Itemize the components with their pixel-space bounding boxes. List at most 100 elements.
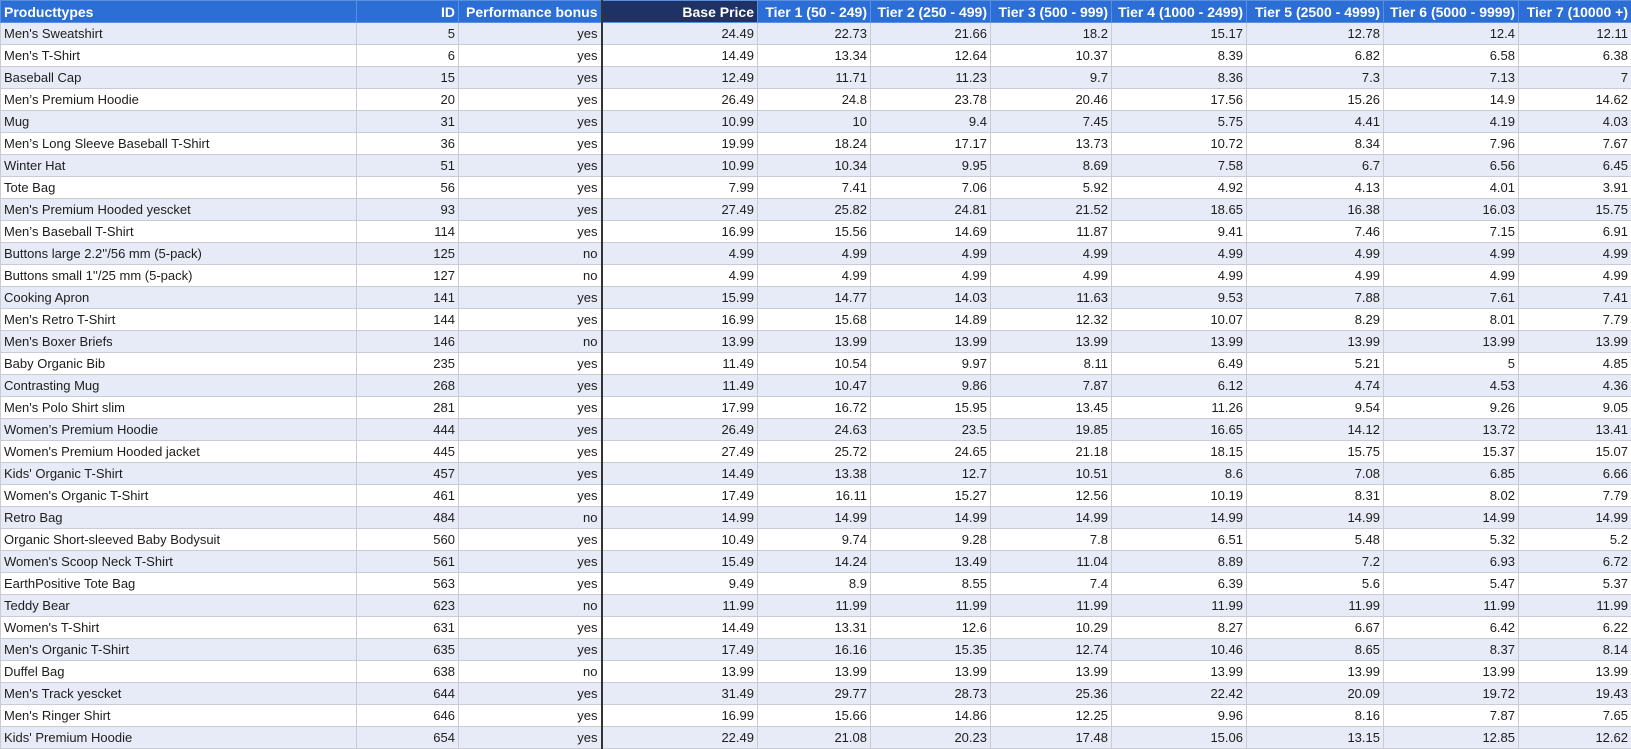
cell: yes: [459, 639, 602, 661]
cell: 16.99: [602, 309, 758, 331]
cell: 9.96: [1112, 705, 1247, 727]
cell: 17.17: [871, 133, 991, 155]
cell: 5.75: [1112, 111, 1247, 133]
cell: 9.95: [871, 155, 991, 177]
cell: 21.52: [991, 199, 1112, 221]
cell: 11.99: [1519, 595, 1631, 617]
cell: Contrasting Mug: [1, 375, 357, 397]
cell: yes: [459, 177, 602, 199]
cell: Duffel Bag: [1, 661, 357, 683]
cell: 8.89: [1112, 551, 1247, 573]
cell: 10.07: [1112, 309, 1247, 331]
cell: 12.4: [1384, 23, 1519, 45]
cell: 11.26: [1112, 397, 1247, 419]
cell: Baby Organic Bib: [1, 353, 357, 375]
cell: 7.15: [1384, 221, 1519, 243]
cell: 11.99: [758, 595, 871, 617]
cell: 9.28: [871, 529, 991, 551]
cell: 4.99: [602, 243, 758, 265]
cell: yes: [459, 551, 602, 573]
cell: 8.39: [1112, 45, 1247, 67]
cell: 8.36: [1112, 67, 1247, 89]
cell: 6.12: [1112, 375, 1247, 397]
cell: no: [459, 243, 602, 265]
cell: 125: [357, 243, 459, 265]
cell: 10.34: [758, 155, 871, 177]
cell: 457: [357, 463, 459, 485]
cell: no: [459, 265, 602, 287]
cell: 18.65: [1112, 199, 1247, 221]
cell: 15.07: [1519, 441, 1631, 463]
cell: no: [459, 331, 602, 353]
cell: 141: [357, 287, 459, 309]
cell: Men's Retro T-Shirt: [1, 309, 357, 331]
cell: 15.06: [1112, 727, 1247, 749]
cell: 18.15: [1112, 441, 1247, 463]
cell: 15.99: [602, 287, 758, 309]
cell: 8.37: [1384, 639, 1519, 661]
cell: 6.91: [1519, 221, 1631, 243]
cell: 10.19: [1112, 485, 1247, 507]
cell: 6.82: [1247, 45, 1384, 67]
cell: Men's Organic T-Shirt: [1, 639, 357, 661]
cell: 12.56: [991, 485, 1112, 507]
cell: Women's T-Shirt: [1, 617, 357, 639]
cell: 14.99: [758, 507, 871, 529]
cell: Men’s Baseball T-Shirt: [1, 221, 357, 243]
cell: 17.56: [1112, 89, 1247, 111]
cell: 4.01: [1384, 177, 1519, 199]
cell: 4.99: [758, 265, 871, 287]
cell: 4.74: [1247, 375, 1384, 397]
cell: 10.54: [758, 353, 871, 375]
cell: 114: [357, 221, 459, 243]
cell: 9.74: [758, 529, 871, 551]
column-header: Tier 2 (250 - 499): [871, 1, 991, 23]
cell: 13.99: [871, 661, 991, 683]
cell: 16.11: [758, 485, 871, 507]
cell: 644: [357, 683, 459, 705]
cell: Mug: [1, 111, 357, 133]
cell: 4.99: [1112, 243, 1247, 265]
cell: 11.99: [1247, 595, 1384, 617]
cell: 13.99: [991, 331, 1112, 353]
cell: 7.08: [1247, 463, 1384, 485]
cell: yes: [459, 221, 602, 243]
column-header: ID: [357, 1, 459, 23]
cell: 4.99: [871, 243, 991, 265]
cell: 14.99: [871, 507, 991, 529]
cell: 8.55: [871, 573, 991, 595]
cell: 6.58: [1384, 45, 1519, 67]
cell: 6.56: [1384, 155, 1519, 177]
cell: Organic Short-sleeved Baby Bodysuit: [1, 529, 357, 551]
cell: 5.32: [1384, 529, 1519, 551]
cell: yes: [459, 441, 602, 463]
cell: 15.49: [602, 551, 758, 573]
cell: 11.99: [1112, 595, 1247, 617]
cell: 15.37: [1384, 441, 1519, 463]
cell: 25.72: [758, 441, 871, 463]
cell: 13.73: [991, 133, 1112, 155]
cell: 12.62: [1519, 727, 1631, 749]
cell: 146: [357, 331, 459, 353]
cell: Men’s Long Sleeve Baseball T-Shirt: [1, 133, 357, 155]
cell: 281: [357, 397, 459, 419]
cell: 14.12: [1247, 419, 1384, 441]
cell: 8.65: [1247, 639, 1384, 661]
cell: Women's Scoop Neck T-Shirt: [1, 551, 357, 573]
cell: 10.51: [991, 463, 1112, 485]
cell: 15.68: [758, 309, 871, 331]
cell: 13.99: [1247, 331, 1384, 353]
cell: 13.72: [1384, 419, 1519, 441]
cell: 10.47: [758, 375, 871, 397]
cell: yes: [459, 419, 602, 441]
cell: Teddy Bear: [1, 595, 357, 617]
